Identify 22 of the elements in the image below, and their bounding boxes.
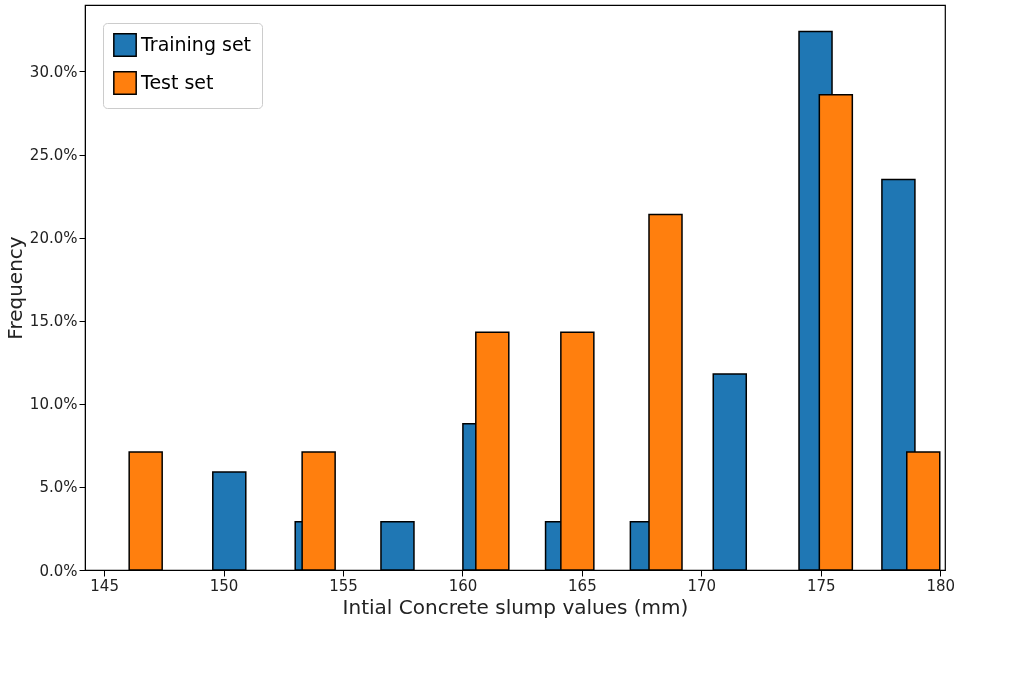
legend-label: Training set [140,33,252,55]
legend-label: Test set [140,71,214,93]
y-tick-label: 20.0% [29,229,78,248]
x-tick-label: 165 [568,576,597,595]
x-tick-label: 155 [329,576,358,595]
x-tick-label: 145 [90,576,119,595]
y-tick-label: 15.0% [29,312,78,331]
x-tick-label: 150 [209,576,239,595]
x-tick-label: 170 [687,576,717,595]
bar [380,521,415,571]
x-tick-label: 180 [926,576,956,595]
y-tick-label: 0.0% [39,561,78,580]
x-axis-title: Intial Concrete slump values (mm) [342,594,689,619]
bar [712,373,748,571]
y-tick-label: 5.0% [39,478,78,497]
x-tick-label: 175 [806,576,836,595]
y-tick-label: 25.0% [29,146,78,165]
y-tick-label: 30.0% [29,62,78,81]
bar [128,451,163,571]
x-tick-label: 160 [448,576,478,595]
y-tick-label: 10.0% [29,395,78,414]
y-axis-title: Frequency [2,236,27,340]
